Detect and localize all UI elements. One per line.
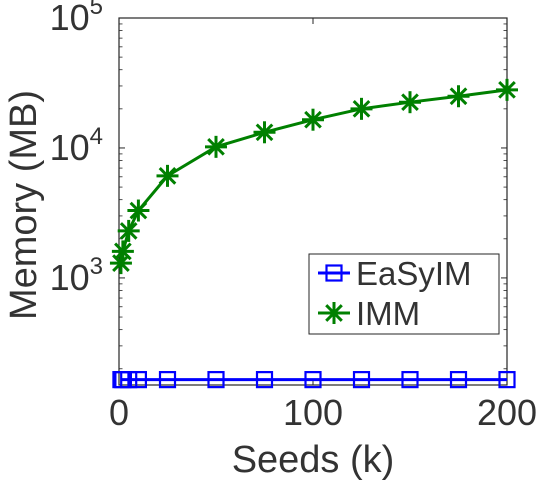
data-point: [112, 240, 134, 262]
data-point: [157, 165, 179, 187]
data-point: [118, 220, 140, 242]
data-point: [448, 85, 470, 107]
y-tick-label-exponent: 5: [90, 0, 103, 20]
y-tick-label-base: 10: [50, 257, 90, 298]
data-point: [254, 121, 276, 143]
x-tick-label: 100: [283, 392, 343, 433]
data-point: [496, 79, 518, 101]
y-tick-label-base: 10: [50, 0, 90, 38]
data-point: [205, 136, 227, 158]
x-axis-label: Seeds (k): [232, 439, 395, 481]
data-point: [351, 98, 373, 120]
y-axis-label: Memory (MB): [3, 90, 45, 320]
legend-label: EaSyIM: [356, 255, 472, 292]
data-point: [127, 200, 149, 222]
data-point: [399, 91, 421, 113]
legend-marker: [323, 302, 345, 324]
y-tick-label-exponent: 3: [90, 253, 103, 280]
y-tick-label: 103: [50, 253, 103, 298]
y-tick-label-base: 10: [50, 127, 90, 168]
y-tick-label: 105: [50, 0, 103, 38]
y-tick-label-exponent: 4: [90, 123, 103, 150]
x-tick-label: 0: [109, 392, 129, 433]
data-point: [302, 109, 324, 131]
x-tick-label: 200: [477, 392, 537, 433]
legend-label: IMM: [356, 295, 420, 332]
y-tick-label: 104: [50, 123, 103, 168]
